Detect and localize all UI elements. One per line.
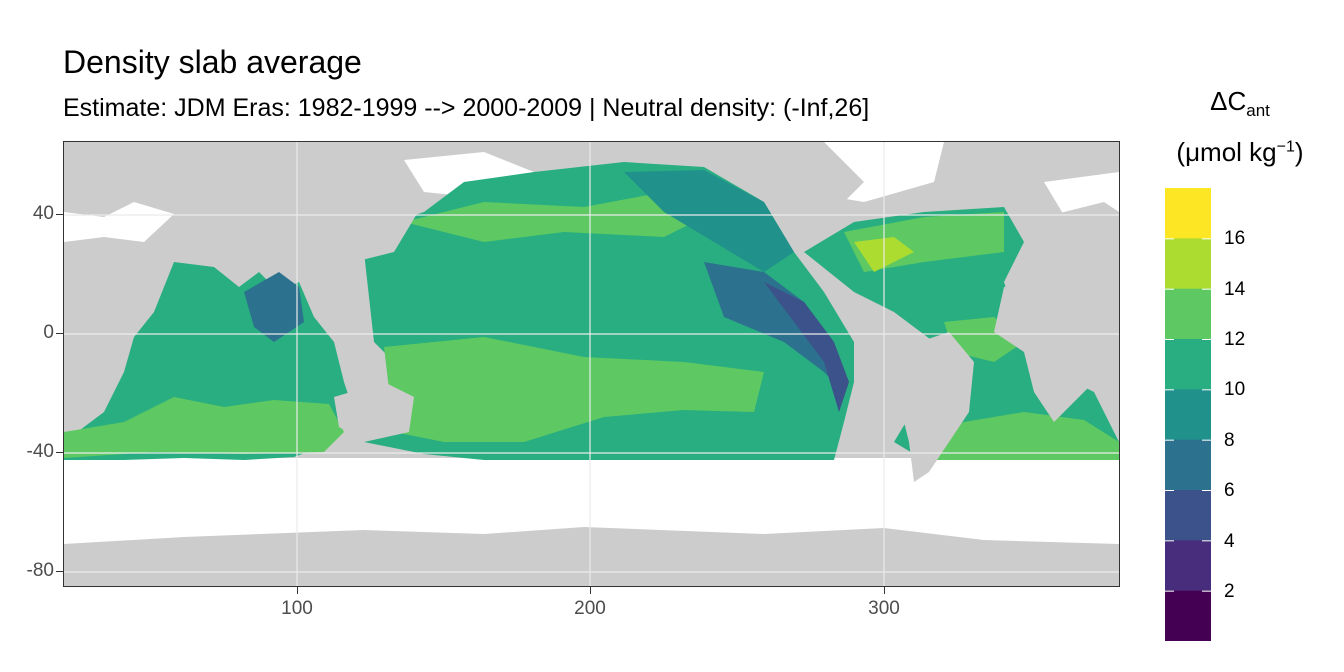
legend-tick bbox=[1165, 389, 1174, 391]
legend-tick bbox=[1202, 439, 1211, 441]
legend-unit-sup: −1 bbox=[1276, 138, 1295, 156]
legend-tick bbox=[1202, 590, 1211, 592]
color-scale-bar bbox=[1165, 188, 1211, 642]
y-tick-mark bbox=[56, 214, 63, 215]
africa bbox=[994, 277, 1104, 422]
legend-tick bbox=[1165, 540, 1174, 542]
asia bbox=[174, 157, 424, 262]
south-america bbox=[899, 332, 974, 482]
legend-swatch bbox=[1165, 540, 1211, 592]
legend-title: ΔCant bbox=[1150, 86, 1330, 121]
legend-unit: (μmol kg−1) bbox=[1150, 137, 1330, 168]
legend-label: 16 bbox=[1224, 228, 1246, 249]
eurasia-west bbox=[1024, 202, 1119, 292]
x-tick-mark bbox=[297, 587, 298, 594]
x-tick-label: 100 bbox=[281, 598, 313, 619]
legend-tick bbox=[1165, 590, 1174, 592]
legend-swatch bbox=[1165, 188, 1211, 239]
legend-tick bbox=[1202, 288, 1211, 290]
legend-swatch bbox=[1165, 339, 1211, 390]
legend-title-sub: ant bbox=[1246, 101, 1270, 121]
australia bbox=[334, 382, 414, 442]
legend-swatch bbox=[1165, 238, 1211, 290]
legend-unit-end: ) bbox=[1294, 137, 1304, 167]
x-tick-label: 200 bbox=[574, 598, 606, 619]
legend-label: 10 bbox=[1224, 379, 1246, 400]
ocean-map bbox=[64, 142, 1119, 586]
y-tick-label: 0 bbox=[43, 322, 54, 343]
legend-swatch bbox=[1165, 288, 1211, 340]
y-tick-mark bbox=[56, 571, 63, 572]
legend-label: 4 bbox=[1224, 531, 1235, 552]
legend-tick bbox=[1202, 238, 1211, 240]
map-panel bbox=[63, 141, 1120, 587]
legend-tick bbox=[1202, 490, 1211, 491]
legend-tick bbox=[1202, 540, 1211, 542]
north-america bbox=[704, 142, 864, 242]
legend-title-main: ΔC bbox=[1210, 86, 1247, 116]
legend-tick bbox=[1165, 288, 1174, 290]
x-tick-mark bbox=[884, 587, 885, 594]
legend-tick bbox=[1202, 339, 1211, 340]
chart-title: Density slab average bbox=[63, 44, 362, 80]
legend-swatch bbox=[1165, 389, 1211, 441]
legend-label: 6 bbox=[1224, 480, 1235, 501]
y-tick-label: -40 bbox=[26, 441, 54, 462]
y-tick-mark bbox=[56, 452, 63, 453]
chart-subtitle: Estimate: JDM Eras: 1982-1999 --> 2000-2… bbox=[63, 94, 870, 122]
y-tick-label: -80 bbox=[26, 560, 54, 581]
x-tick-label: 300 bbox=[868, 598, 900, 619]
legend-tick bbox=[1165, 339, 1174, 340]
legend-tick bbox=[1165, 490, 1174, 491]
legend-label: 2 bbox=[1224, 581, 1235, 602]
legend-tick bbox=[1165, 439, 1174, 441]
legend-tick bbox=[1165, 238, 1174, 240]
antarctica bbox=[64, 527, 1119, 586]
legend-unit-main: (μmol kg bbox=[1176, 137, 1277, 167]
y-tick-mark bbox=[56, 333, 63, 334]
legend-swatch bbox=[1165, 439, 1211, 491]
y-tick-label: 40 bbox=[32, 203, 54, 224]
legend-label: 8 bbox=[1224, 430, 1235, 451]
no-data-northwest bbox=[64, 202, 174, 242]
legend-tick bbox=[1202, 389, 1211, 391]
x-tick-mark bbox=[590, 587, 591, 594]
legend-swatch bbox=[1165, 590, 1211, 642]
legend-label: 12 bbox=[1224, 329, 1246, 350]
legend-swatch bbox=[1165, 490, 1211, 541]
legend-label: 14 bbox=[1224, 279, 1246, 300]
